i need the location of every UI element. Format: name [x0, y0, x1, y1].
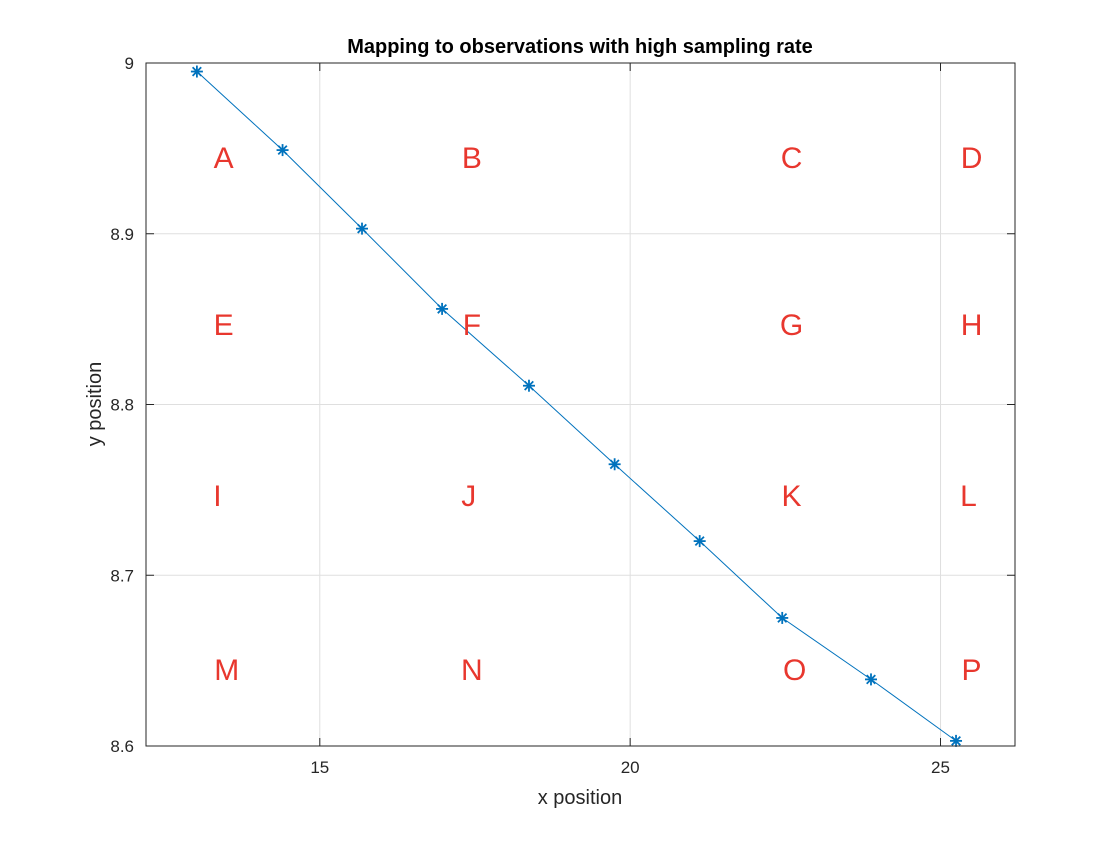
- data-point-marker: [522, 379, 535, 392]
- data-point-marker: [356, 222, 369, 235]
- region-label: I: [213, 480, 221, 513]
- region-label: M: [214, 654, 239, 687]
- data-point-marker: [608, 458, 621, 471]
- region-label: A: [214, 142, 234, 175]
- x-tick-label: 15: [310, 758, 329, 777]
- data-point-marker: [950, 734, 963, 747]
- marker-stroke: [951, 735, 961, 746]
- region-label: N: [461, 654, 483, 687]
- region-label: P: [962, 654, 982, 687]
- data-point-marker: [190, 65, 203, 78]
- marker-stroke: [694, 536, 705, 547]
- series-line: [196, 71, 957, 742]
- marker-stroke: [777, 613, 788, 623]
- marker-stroke: [609, 459, 620, 470]
- y-tick-label: 8.8: [110, 396, 134, 415]
- region-labels: A B C D E F G H I J K L M N O P: [213, 142, 982, 687]
- data-point-marker: [864, 673, 877, 686]
- chart-title: Mapping to observations with high sampli…: [347, 36, 813, 58]
- data-point-marker: [436, 302, 449, 315]
- x-tick-label: 20: [621, 758, 640, 777]
- region-label: C: [781, 142, 803, 175]
- y-axis-label: y position: [84, 362, 106, 447]
- region-label: G: [780, 309, 803, 342]
- y-tick-label: 8.9: [110, 225, 134, 244]
- x-tick-label: 25: [931, 758, 950, 777]
- region-label: B: [462, 142, 482, 175]
- marker-stroke: [524, 380, 534, 391]
- region-label: E: [214, 309, 234, 342]
- data-point-marker: [776, 611, 789, 624]
- region-label: L: [960, 480, 977, 513]
- region-label: J: [461, 480, 476, 513]
- marker-stroke: [191, 66, 202, 77]
- y-tick-label: 8.6: [110, 737, 134, 756]
- y-tick-label: 9: [125, 54, 134, 73]
- region-label: H: [961, 309, 983, 342]
- x-axis-label: x position: [538, 787, 623, 809]
- region-label: F: [463, 309, 481, 342]
- marker-stroke: [357, 223, 367, 234]
- marker-stroke: [866, 674, 876, 685]
- y-tick-label: 8.7: [110, 566, 134, 585]
- data-point-marker: [693, 535, 706, 548]
- region-label: O: [783, 654, 806, 687]
- marker-stroke: [277, 145, 288, 156]
- region-label: D: [961, 142, 983, 175]
- ticks: 15 20 25 8.6 8.7 8.8 8.9 9: [110, 54, 1015, 777]
- data-point-marker: [276, 144, 289, 157]
- region-label: K: [782, 480, 802, 513]
- marker-stroke: [437, 303, 448, 314]
- data-layer: [190, 65, 963, 747]
